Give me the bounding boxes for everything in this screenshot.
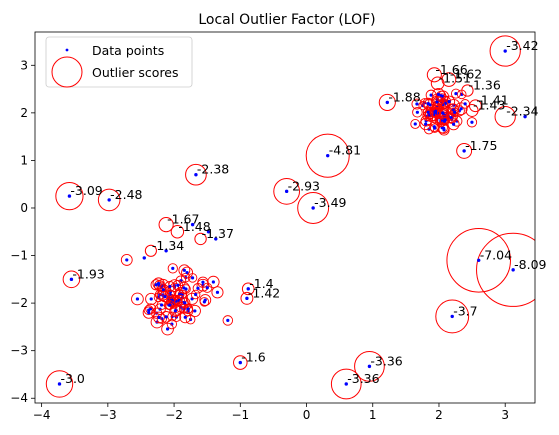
y-axis: −4 −3 −2 −1 0 1 2 3: [10, 58, 35, 405]
inlier-point: [437, 93, 440, 96]
score-label: -1.75: [465, 138, 497, 153]
legend-point-marker: [66, 49, 69, 52]
y-tick-label: −2: [10, 296, 28, 310]
inlier-point: [150, 297, 153, 300]
score-label: -3.7: [453, 303, 477, 318]
chart-title: Local Outlier Factor (LOF): [198, 12, 375, 28]
plot-area: [35, 32, 535, 403]
inlier-point: [193, 309, 196, 312]
y-tick-label: −1: [10, 249, 28, 263]
score-label: -2.38: [197, 162, 229, 177]
score-label: -1.37: [202, 226, 234, 241]
inlier-point: [184, 316, 187, 319]
x-tick-label: 1: [369, 408, 377, 422]
score-label: -7.04: [480, 247, 512, 262]
score-label: -1.6: [241, 350, 265, 365]
x-tick-label: −2: [165, 408, 183, 422]
inlier-point: [433, 125, 436, 128]
legend: Data points Outlier scores: [46, 37, 192, 87]
score-annotations: -3.42 -2.34 -1.88 -1.66-1.62-1.51-1.36-1.41…: [61, 38, 547, 386]
y-tick-label: −4: [10, 391, 28, 405]
inlier-point: [157, 316, 160, 319]
inlier-point: [176, 284, 179, 287]
inlier-point: [201, 281, 204, 284]
x-tick-label: −1: [231, 408, 249, 422]
score-label: -2.34: [506, 104, 538, 119]
inlier-point: [157, 282, 160, 285]
inlier-point: [470, 121, 473, 124]
inlier-point: [163, 295, 166, 298]
inlier-point: [168, 303, 171, 306]
inlier-point: [424, 122, 427, 125]
data-point: [143, 256, 146, 259]
inlier-point: [416, 111, 419, 114]
inlier-point: [196, 287, 199, 290]
x-tick-label: −3: [99, 408, 117, 422]
y-tick-label: 1: [20, 153, 28, 167]
x-tick-label: 0: [303, 408, 311, 422]
inlier-point: [427, 111, 430, 114]
score-label: -2.93: [288, 178, 320, 193]
inlier-point: [183, 269, 186, 272]
score-label: -4.81: [329, 143, 361, 158]
x-tick-label: 2: [435, 408, 443, 422]
inlier-point: [160, 303, 163, 306]
legend-entry-outlier-scores: Outlier scores: [92, 65, 179, 80]
inlier-point: [427, 102, 430, 105]
inlier-point: [174, 309, 177, 312]
inlier-point: [454, 92, 457, 95]
inlier-point: [166, 327, 169, 330]
inlier-point: [165, 315, 168, 318]
inlier-point: [194, 293, 197, 296]
inlier-point: [452, 123, 455, 126]
score-label: -3.09: [70, 183, 102, 198]
inlier-point: [442, 127, 445, 130]
inlier-point: [171, 267, 174, 270]
inlier-point: [191, 276, 194, 279]
score-label: -1.42: [248, 285, 280, 300]
y-tick-label: −3: [10, 344, 28, 358]
inlier-point: [464, 102, 467, 105]
legend-entry-data-points: Data points: [92, 43, 164, 58]
inlier-point: [125, 258, 128, 261]
y-tick-label: 0: [20, 201, 28, 215]
y-tick-label: 2: [20, 106, 28, 120]
inlier-point: [203, 300, 206, 303]
inlier-point: [183, 301, 186, 304]
inlier-point: [448, 100, 451, 103]
score-label: -3.36: [347, 371, 379, 386]
score-label: -2.48: [110, 187, 142, 202]
x-tick-label: −4: [33, 408, 51, 422]
score-label: -1.88: [388, 89, 420, 104]
inlier-point: [453, 111, 456, 114]
inlier-point: [414, 122, 417, 125]
inlier-point: [441, 111, 444, 114]
score-label: -1.93: [72, 266, 104, 281]
score-label: -1.36: [468, 78, 500, 93]
inlier-point: [168, 285, 171, 288]
x-tick-label: 3: [501, 408, 509, 422]
inlier-point: [435, 100, 438, 103]
score-label: -3.0: [61, 371, 85, 386]
inlier-point: [212, 280, 215, 283]
x-axis: −4 −3 −2 −1 0 1 2 3: [33, 403, 509, 422]
inlier-point: [433, 110, 436, 113]
inlier-point: [136, 297, 139, 300]
score-label: -8.09: [514, 257, 546, 272]
inlier-point: [444, 118, 447, 121]
score-label: -3.42: [506, 38, 538, 53]
inlier-point: [206, 286, 209, 289]
score-label: -1.43: [473, 97, 505, 112]
score-label: -1.34: [152, 238, 184, 253]
score-label: -3.36: [370, 353, 402, 368]
inlier-point: [184, 287, 187, 290]
inlier-point: [226, 319, 229, 322]
score-label: -3.49: [314, 195, 346, 210]
inlier-point: [216, 291, 219, 294]
score-label: -1.51: [439, 70, 471, 85]
y-tick-label: 3: [20, 58, 28, 72]
inlier-point: [147, 311, 150, 314]
